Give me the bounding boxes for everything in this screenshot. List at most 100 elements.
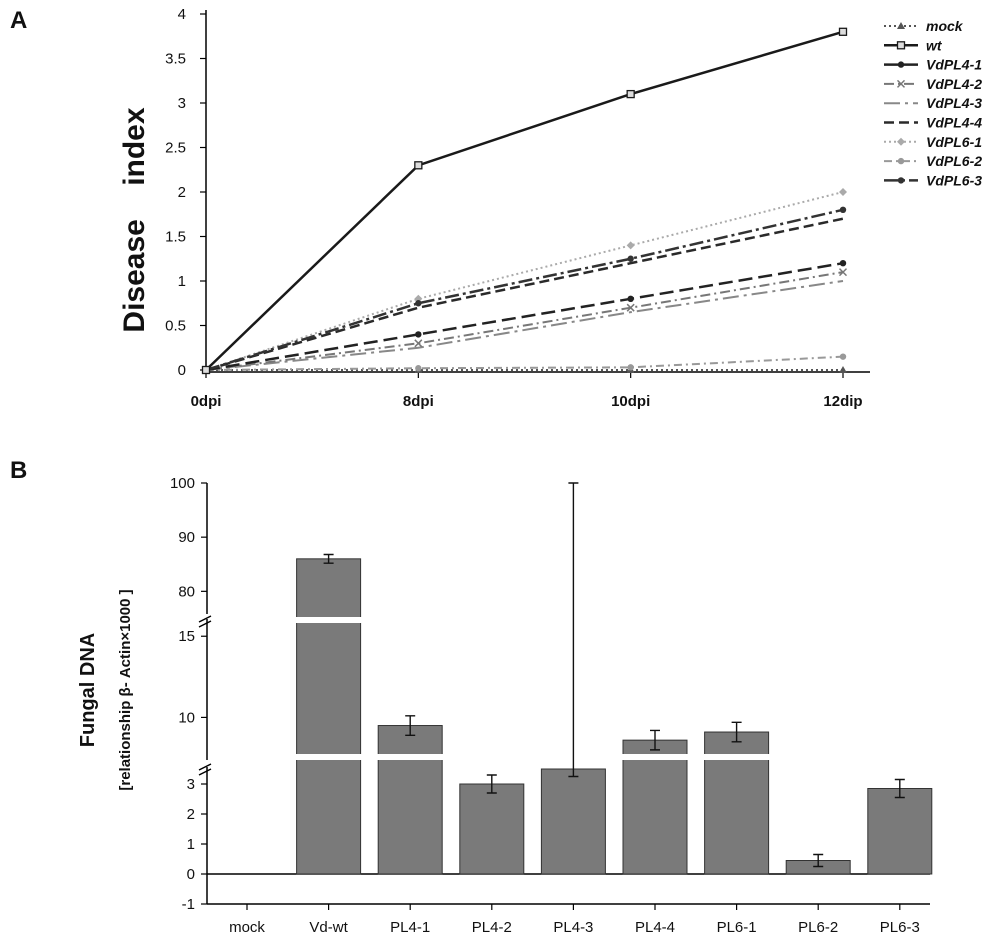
- chart-a-point: [839, 366, 847, 373]
- chart-a-series-line: [205, 280, 844, 371]
- chart-b-xtick-label: PL6-3: [880, 919, 920, 936]
- chart-b-error-bar: [894, 778, 905, 799]
- chart-a-point: [626, 241, 635, 250]
- chart-a-point: [415, 365, 422, 372]
- chart-b-ytick-label: -1: [182, 896, 195, 913]
- chart-a-legend-marker: [896, 41, 906, 50]
- chart-a-point: [838, 268, 848, 277]
- chart-a-point: [626, 303, 635, 312]
- chart-a-legend: mock wt VdPL4-1 VdPL4-2 VdPL4-3 VdPL4-4 VdPL6-…: [884, 18, 982, 188]
- chart-a-point: [414, 161, 423, 170]
- chart-a-legend-label: VdPL4-2: [926, 76, 982, 92]
- chart-b-xtick-label: mock: [229, 919, 265, 936]
- chart-b-bar: [704, 731, 770, 875]
- chart-b-ytick-label: 90: [178, 529, 195, 546]
- chart-b-error-bar: [731, 721, 742, 743]
- chart-a-legend-label: VdPL6-2: [926, 153, 982, 169]
- chart-a-point: [839, 260, 847, 267]
- chart-b-ytick-label: 80: [178, 583, 195, 600]
- chart-a-ytick-label: 2: [178, 184, 186, 201]
- chart-b-xtick-label: PL4-4: [635, 919, 675, 936]
- chart-b-bar: [540, 768, 606, 875]
- panel-label-b: B: [10, 457, 27, 484]
- chart-a-legend-label: VdPL4-4: [926, 115, 982, 131]
- chart-b-error-bar: [650, 729, 660, 751]
- chart-a-series-line: [205, 191, 844, 371]
- chart-a-legend-label: mock: [926, 18, 964, 34]
- chart-a-ytick-label: 4: [178, 6, 186, 23]
- chart-a-ytick-label: 3.5: [165, 51, 186, 68]
- chart-b-bar: [296, 558, 362, 875]
- chart-b-bar-break: [622, 754, 688, 760]
- chart-a-point: [627, 255, 634, 262]
- chart-a-legend-marker: [897, 137, 905, 146]
- chart-b-ytick-label: 10: [178, 709, 195, 726]
- chart-a-xtick-label: 0dpi: [191, 393, 222, 410]
- chart-a-point: [415, 300, 422, 307]
- chart-a-series-line: [205, 30, 844, 371]
- chart-b-bar: [622, 739, 688, 875]
- chart-a-series-line: [205, 355, 844, 371]
- chart-a-point: [839, 353, 847, 360]
- chart-a-ytick-label: 0.5: [165, 318, 186, 335]
- chart-a-legend-label: wt: [926, 37, 943, 53]
- chart-a-xtick-label: 10dpi: [611, 393, 650, 410]
- chart-b-xtick-label: PL6-1: [717, 919, 757, 936]
- chart-a-point: [838, 27, 848, 36]
- chart-b-axis-break: [198, 763, 212, 776]
- chart-b-ylabel: Fungal DNA: [77, 633, 99, 747]
- chart-a-legend-label: VdPL4-1: [926, 57, 982, 73]
- chart-b-xtick-label: PL4-2: [472, 919, 512, 936]
- chart-b-bar: [459, 783, 525, 875]
- chart-a-point: [839, 206, 847, 213]
- chart-b-error-bar: [813, 853, 824, 868]
- chart-a-legend-label: VdPL6-3: [926, 172, 982, 188]
- chart-b-ytick-label: 100: [170, 475, 195, 492]
- chart-b-xtick-label: PL4-1: [390, 919, 430, 936]
- chart-a-ytick-label: 2.5: [165, 140, 186, 157]
- chart-a-legend-marker: [896, 79, 906, 88]
- chart-a-legend-label: VdPL6-1: [926, 134, 982, 150]
- chart-a-point: [627, 295, 634, 302]
- chart-a-ytick-label: 3: [178, 95, 186, 112]
- chart-b-bar-break: [703, 754, 770, 760]
- chart-b-ytick-label: 3: [187, 776, 195, 793]
- chart-a-series-line: [205, 261, 844, 372]
- chart-b-xtick-label: PL6-2: [798, 919, 838, 936]
- chart-b-error-bar: [405, 715, 416, 736]
- chart-b-error-bar: [568, 482, 579, 778]
- chart-b-bar: [867, 788, 933, 875]
- chart-a-ytick-label: 0: [178, 362, 186, 379]
- chart-a-legend-marker: [897, 61, 905, 68]
- chart-b-ylabel-units: [relationship β- Actin×1000 ]: [117, 589, 134, 790]
- chart-a-axes: [205, 10, 870, 373]
- chart-b-ytick-label: 15: [178, 628, 195, 645]
- chart-b-xtick-label: PL4-3: [553, 919, 593, 936]
- chart-b-bar: [377, 725, 443, 875]
- chart-a-legend-marker: [897, 22, 905, 29]
- chart-a-point: [626, 89, 635, 99]
- chart-b-bar-break: [377, 754, 444, 760]
- chart-a-point: [839, 188, 847, 196]
- chart-b-ytick-label: 2: [187, 806, 195, 823]
- chart-a-point: [415, 331, 422, 338]
- chart-b-ytick-label: 1: [187, 836, 195, 853]
- chart-b-bar-break: [295, 754, 362, 760]
- chart-a-ytick-label: 1: [178, 273, 186, 290]
- chart-a-ytick-label: 1.5: [165, 229, 186, 246]
- chart-a-point: [627, 364, 634, 371]
- chart-a-ylabel: Disease index: [118, 107, 151, 332]
- chart-a-series-line: [205, 271, 844, 371]
- chart-b-ytick-label: 0: [187, 866, 195, 883]
- chart-b-bar-break: [295, 617, 362, 623]
- chart-a-legend-marker: [897, 177, 905, 184]
- chart-a-series-line: [205, 208, 844, 372]
- chart-a-point: [201, 365, 211, 375]
- chart-a-xtick-label: 8dpi: [403, 393, 434, 410]
- chart-b-axis-break: [198, 615, 212, 628]
- chart-a-legend-label: VdPL4-3: [926, 95, 982, 111]
- chart-a-series-line: [205, 217, 844, 372]
- chart-b-xtick-label: Vd-wt: [309, 919, 348, 936]
